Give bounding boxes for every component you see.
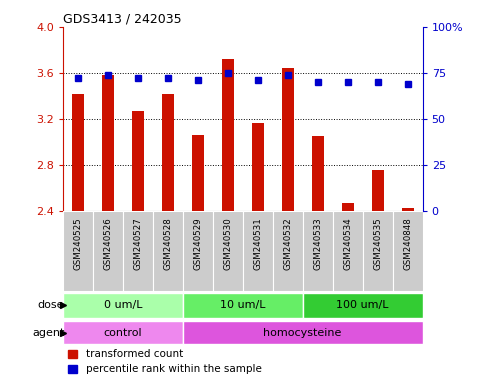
Text: 100 um/L: 100 um/L <box>336 301 389 311</box>
Bar <box>183 211 213 291</box>
Bar <box>363 211 393 291</box>
Bar <box>303 293 423 318</box>
Text: dose: dose <box>38 301 64 311</box>
Bar <box>312 136 324 211</box>
Bar <box>341 203 354 211</box>
Bar <box>63 293 183 318</box>
Bar <box>402 209 413 211</box>
Text: GSM240525: GSM240525 <box>73 217 82 270</box>
Text: GSM240527: GSM240527 <box>133 217 142 270</box>
Bar <box>63 321 183 344</box>
Text: GSM240528: GSM240528 <box>163 217 172 270</box>
Bar <box>273 211 303 291</box>
Bar <box>93 211 123 291</box>
Bar <box>252 123 264 211</box>
Bar <box>102 75 114 211</box>
Text: GSM240526: GSM240526 <box>103 217 112 270</box>
Bar <box>282 68 294 211</box>
Bar <box>162 94 174 211</box>
Bar <box>63 211 93 291</box>
Bar <box>222 59 234 211</box>
Text: control: control <box>103 328 142 338</box>
Text: GSM240533: GSM240533 <box>313 217 322 270</box>
Bar <box>72 94 84 211</box>
Text: GSM240530: GSM240530 <box>223 217 232 270</box>
Bar <box>192 135 204 211</box>
Bar <box>132 111 144 211</box>
Bar <box>242 211 273 291</box>
Bar <box>333 211 363 291</box>
Bar <box>123 211 153 291</box>
Bar <box>183 293 303 318</box>
Bar <box>213 211 242 291</box>
Text: homocysteine: homocysteine <box>264 328 342 338</box>
Text: GSM240848: GSM240848 <box>403 217 412 270</box>
Text: GSM240534: GSM240534 <box>343 217 352 270</box>
Text: GSM240531: GSM240531 <box>253 217 262 270</box>
Bar <box>153 211 183 291</box>
Text: GDS3413 / 242035: GDS3413 / 242035 <box>63 13 182 26</box>
Bar <box>303 211 333 291</box>
Text: 0 um/L: 0 um/L <box>103 301 142 311</box>
Text: agent: agent <box>32 328 64 338</box>
Text: 10 um/L: 10 um/L <box>220 301 266 311</box>
Bar <box>393 211 423 291</box>
Text: GSM240532: GSM240532 <box>283 217 292 270</box>
Bar <box>371 170 384 211</box>
Text: GSM240529: GSM240529 <box>193 217 202 270</box>
Legend: transformed count, percentile rank within the sample: transformed count, percentile rank withi… <box>68 349 262 374</box>
Bar <box>183 321 423 344</box>
Text: GSM240535: GSM240535 <box>373 217 382 270</box>
